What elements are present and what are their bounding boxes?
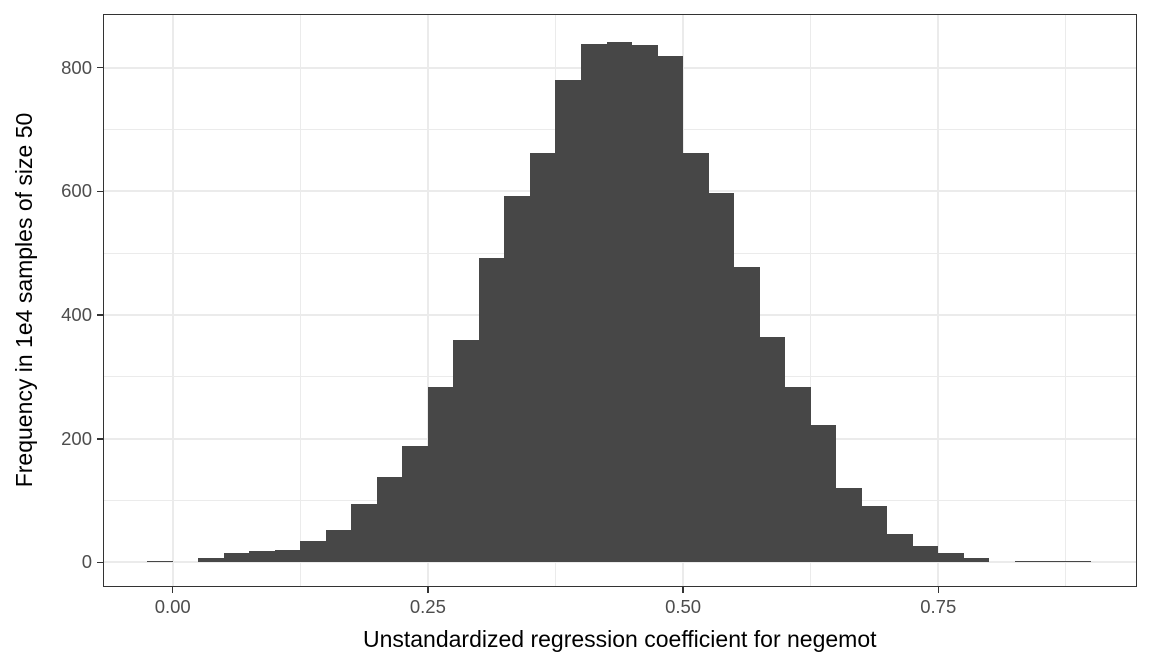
y-tick-label: 800 [61, 56, 92, 78]
x-tick-label: 0.75 [920, 595, 957, 617]
histogram-bar [836, 488, 862, 563]
x-tick-mark [937, 586, 940, 593]
histogram-bar [581, 43, 607, 563]
histogram-bar [632, 44, 658, 563]
x-tick-mark [171, 586, 174, 593]
histogram-bar [607, 41, 632, 563]
gridline-minor-x [299, 14, 301, 587]
histogram-bar [1040, 561, 1066, 563]
x-tick-label: 0.25 [409, 595, 446, 617]
histogram-bar [785, 387, 811, 563]
histogram-bar [760, 336, 785, 563]
y-tick-label: 0 [81, 551, 92, 573]
histogram-bar [709, 193, 734, 563]
histogram-bar [1015, 561, 1040, 563]
x-tick-label: 0.50 [665, 595, 702, 617]
histogram-bar [479, 258, 504, 563]
histogram-bar [402, 446, 428, 563]
gridline-minor-x [810, 14, 812, 587]
plot-panel [103, 14, 1137, 587]
gridline-minor-x [1065, 14, 1067, 587]
histogram-bar [198, 557, 224, 563]
histogram-bar [351, 504, 377, 563]
gridline-major-x [937, 14, 940, 587]
histogram-bar [964, 557, 989, 563]
gridline-major-x [426, 14, 429, 587]
histogram-bar [147, 561, 173, 563]
histogram-bar [453, 339, 479, 563]
y-tick-mark [96, 190, 103, 193]
histogram-bar [300, 540, 326, 563]
histogram-bar [938, 553, 964, 563]
histogram-bar [811, 424, 836, 563]
gridline-major-x [171, 14, 174, 587]
histogram-bar [275, 550, 300, 563]
histogram-bar [913, 546, 938, 563]
gridline-major-y [103, 561, 1137, 564]
histogram-bar [224, 553, 249, 563]
y-tick-label: 400 [61, 304, 92, 326]
histogram-bar [428, 386, 453, 563]
y-tick-label: 600 [61, 180, 92, 202]
y-tick-mark [96, 561, 103, 564]
y-tick-label: 200 [61, 427, 92, 449]
histogram-bar [530, 152, 555, 563]
histogram-bar [555, 80, 581, 563]
x-axis-title: Unstandardized regression coefficient fo… [362, 626, 877, 652]
histogram-bar [734, 266, 760, 563]
histogram-bar [1066, 561, 1091, 563]
x-tick-mark [682, 586, 684, 593]
histogram-bar [326, 530, 351, 563]
histogram-bar [249, 551, 275, 563]
y-tick-mark [96, 314, 103, 316]
y-tick-mark [96, 438, 103, 440]
x-tick-label: 0.00 [154, 595, 191, 617]
histogram-bar [683, 152, 709, 563]
y-tick-mark [96, 66, 103, 69]
x-tick-mark [427, 586, 429, 593]
histogram-bar [377, 476, 402, 563]
histogram-bar [504, 195, 530, 563]
histogram-bar [887, 534, 913, 563]
histogram-bar [862, 505, 887, 563]
histogram-bar [658, 55, 683, 563]
